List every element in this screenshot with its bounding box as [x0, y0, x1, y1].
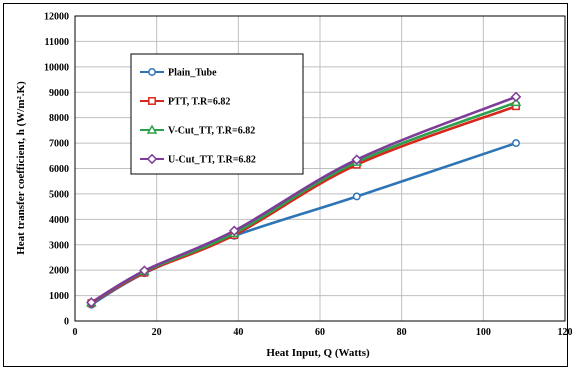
legend: Plain_Tube PTT, T.R=6.82 V-Cut_TT, T.R=6.8…: [130, 53, 304, 175]
chart-frame: [3, 3, 568, 367]
x-tick-label: 60: [315, 327, 325, 338]
y-tick-label: 12000: [44, 12, 69, 23]
y-tick-label: 10000: [44, 62, 69, 73]
legend-label: Plain_Tube: [168, 68, 217, 79]
legend-label: PTT, T.R=6.82: [168, 97, 230, 108]
y-tick-labels: 0 1000 2000 3000 4000 5000 6000 7000 8000 9000 100…: [44, 12, 69, 328]
x-tick-label: 100: [476, 327, 491, 338]
y-tick-label: 8000: [49, 113, 69, 124]
data-point-circle: [352, 192, 361, 201]
y-tick-label: 11000: [45, 37, 69, 48]
legend-box: [130, 53, 304, 175]
x-tick-labels: 0 20 40 60 80 100 120: [73, 327, 572, 338]
x-tick-label: 20: [152, 327, 162, 338]
x-tick-label: 0: [73, 327, 78, 338]
x-tick-label: 80: [397, 327, 407, 338]
data-point-diamond: [86, 297, 97, 308]
y-tick-label: 0: [64, 317, 69, 328]
legend-marker-diamond: [146, 153, 158, 165]
x-tick-label: 40: [233, 327, 243, 338]
y-tick-label: 7000: [49, 139, 69, 150]
legend-marker-circle: [148, 68, 156, 76]
legend-label: V-Cut_TT, T.R=6.82: [168, 126, 255, 137]
data-point-diamond: [139, 265, 150, 276]
data-point-diamond: [510, 91, 522, 103]
legend-label: U-Cut_TT, T.R=6.82: [168, 155, 256, 166]
y-tick-label: 2000: [49, 266, 69, 277]
data-point-diamond: [228, 225, 240, 237]
x-axis-label: Heat Input, Q (Watts): [266, 347, 370, 359]
y-axis-label: Heat transfer coefficient, h (W/m².K): [15, 81, 27, 255]
legend-marker-square: [148, 97, 156, 105]
x-tick-label: 120: [558, 327, 572, 338]
data-point-diamond: [351, 154, 363, 165]
data-point-circle: [512, 139, 520, 148]
legend-marker-triangle: [146, 124, 158, 134]
series-markers: [86, 91, 522, 309]
y-tick-label: 1000: [49, 291, 69, 302]
y-tick-label: 3000: [49, 240, 69, 251]
y-tick-label: 9000: [49, 88, 69, 99]
plot-area: [74, 15, 566, 322]
y-tick-label: 6000: [49, 164, 69, 175]
y-tick-label: 4000: [49, 215, 69, 226]
y-tick-label: 5000: [49, 189, 69, 200]
